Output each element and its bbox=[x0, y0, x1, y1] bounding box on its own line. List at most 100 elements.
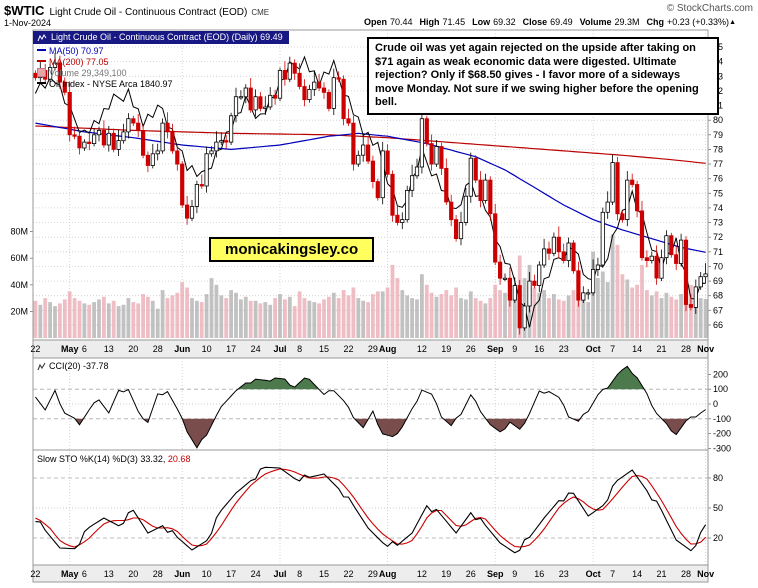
svg-text:66: 66 bbox=[713, 320, 723, 330]
volume-value: 29.3M bbox=[614, 17, 640, 27]
svg-text:22: 22 bbox=[343, 569, 353, 579]
cci-indicator-label: CCI(20) -37.78 bbox=[37, 361, 109, 371]
svg-text:67: 67 bbox=[713, 305, 723, 315]
high-value: 71.45 bbox=[442, 17, 466, 27]
sto-d-value: 20.68 bbox=[167, 454, 191, 464]
ma50-line bbox=[35, 122, 706, 253]
svg-text:73: 73 bbox=[713, 218, 723, 228]
svg-text:May: May bbox=[61, 344, 79, 354]
svg-text:24: 24 bbox=[251, 569, 261, 579]
close-label: Close bbox=[522, 17, 548, 27]
svg-text:60M: 60M bbox=[10, 253, 28, 263]
svg-text:28: 28 bbox=[153, 344, 163, 354]
svg-text:22: 22 bbox=[30, 569, 40, 579]
svg-text:7: 7 bbox=[610, 344, 615, 354]
volume-legend-label: Volume 29,349,100 bbox=[49, 68, 127, 78]
quote-date: 1-Nov-2024 bbox=[4, 18, 52, 28]
svg-text:16: 16 bbox=[534, 344, 544, 354]
svg-text:Nov: Nov bbox=[697, 569, 714, 579]
change-label: Chg bbox=[646, 17, 665, 27]
candlesticks bbox=[33, 53, 708, 335]
copyright-label: © StockCharts.com bbox=[666, 3, 753, 14]
legend-ma200: MA(200) 77.05 bbox=[37, 57, 109, 68]
cci-label-text: CCI(20) -37.78 bbox=[49, 361, 109, 371]
high-label: High bbox=[419, 17, 440, 27]
svg-text:80: 80 bbox=[713, 115, 723, 125]
svg-text:80M: 80M bbox=[10, 227, 28, 237]
quote-summary: Open 70.44 High 71.45 Low 69.32 Close 69.49 Volu… bbox=[364, 17, 736, 27]
svg-text:-100: -100 bbox=[713, 414, 731, 424]
svg-text:Aug: Aug bbox=[379, 569, 397, 579]
svg-text:77: 77 bbox=[713, 159, 723, 169]
analyst-annotation-box: Crude oil was yet again rejected on the … bbox=[367, 37, 719, 115]
svg-text:26: 26 bbox=[466, 344, 476, 354]
change-up-arrow-icon: ▲ bbox=[729, 19, 736, 26]
sto-k-value: 33.32, bbox=[140, 454, 166, 464]
svg-text:75: 75 bbox=[713, 188, 723, 198]
svg-text:24: 24 bbox=[251, 344, 261, 354]
svg-text:68: 68 bbox=[713, 291, 723, 301]
svg-text:Oct: Oct bbox=[586, 569, 601, 579]
svg-text:15: 15 bbox=[319, 569, 329, 579]
panel-border bbox=[32, 29, 709, 341]
svg-text:23: 23 bbox=[559, 344, 569, 354]
volume-axis: 20M 40M 60M 80M bbox=[10, 227, 33, 316]
svg-text:14: 14 bbox=[632, 344, 642, 354]
oil-index-label: Oil Index - NYSE Arca 1840.97 bbox=[49, 79, 173, 89]
exchange-label: CME bbox=[251, 8, 270, 17]
sto-indicator-label: Slow STO %K(14) %D(3) 33.32, 20.68 bbox=[37, 454, 190, 464]
svg-text:74: 74 bbox=[713, 203, 723, 213]
svg-text:Jun: Jun bbox=[174, 344, 190, 354]
svg-text:17: 17 bbox=[226, 569, 236, 579]
svg-text:200: 200 bbox=[713, 369, 728, 379]
svg-text:Jul: Jul bbox=[273, 344, 286, 354]
svg-text:Jul: Jul bbox=[273, 569, 286, 579]
svg-text:13: 13 bbox=[104, 569, 114, 579]
series-legend-label: Light Crude Oil - Continuous Contract (E… bbox=[51, 32, 283, 42]
svg-text:8: 8 bbox=[297, 344, 302, 354]
svg-text:50: 50 bbox=[713, 503, 723, 513]
svg-text:10: 10 bbox=[202, 344, 212, 354]
svg-text:8: 8 bbox=[297, 569, 302, 579]
ma200-line-swatch bbox=[37, 60, 46, 62]
ma200-line bbox=[35, 125, 706, 164]
svg-text:Jun: Jun bbox=[174, 569, 190, 579]
low-label: Low bbox=[472, 17, 491, 27]
date-axis-labels: 22 May 6 13 20 28 Jun 10 17 24 Jul 8 15 22 29 Aug 12 19 26… bbox=[30, 344, 714, 354]
svg-text:80: 80 bbox=[713, 473, 723, 483]
panel-border bbox=[32, 449, 709, 566]
svg-text:70: 70 bbox=[713, 261, 723, 271]
svg-text:15: 15 bbox=[319, 344, 329, 354]
svg-text:100: 100 bbox=[713, 384, 728, 394]
indicator-icon bbox=[37, 362, 46, 370]
open-value: 70.44 bbox=[390, 17, 413, 27]
svg-text:16: 16 bbox=[534, 569, 544, 579]
sto-label-text: Slow STO %K(14) %D(3) bbox=[37, 454, 138, 464]
chart-header: $WTIC Light Crude Oil - Continuous Contra… bbox=[4, 2, 269, 20]
svg-text:12: 12 bbox=[417, 569, 427, 579]
svg-text:6: 6 bbox=[82, 344, 87, 354]
low-value: 69.32 bbox=[493, 17, 516, 27]
open-label: Open bbox=[364, 17, 388, 27]
svg-text:20M: 20M bbox=[10, 306, 28, 316]
svg-text:7: 7 bbox=[610, 569, 615, 579]
close-value: 69.49 bbox=[550, 17, 573, 27]
date-axis-labels: 22 May 6 13 20 28 Jun 10 17 24 Jul 8 15 22 29 Aug 12 19 26… bbox=[30, 569, 714, 579]
watermark-badge: monicakingsley.co bbox=[209, 237, 375, 262]
ma200-label: MA(200) 77.05 bbox=[49, 57, 109, 67]
svg-text:28: 28 bbox=[681, 569, 691, 579]
svg-text:0: 0 bbox=[713, 399, 718, 409]
instrument-title: Light Crude Oil - Continuous Contract (E… bbox=[49, 7, 248, 18]
sto-panel: 80 50 20 bbox=[33, 466, 723, 554]
svg-text:Sep: Sep bbox=[487, 344, 504, 354]
svg-text:19: 19 bbox=[441, 344, 451, 354]
svg-text:29: 29 bbox=[368, 344, 378, 354]
svg-text:May: May bbox=[61, 569, 79, 579]
svg-text:22: 22 bbox=[30, 344, 40, 354]
svg-text:12: 12 bbox=[417, 344, 427, 354]
legend-oil-index: Oil Index - NYSE Arca 1840.97 bbox=[37, 79, 173, 90]
change-value: +0.23 (+0.33%) bbox=[667, 17, 730, 27]
volume-swatch-icon bbox=[37, 68, 46, 77]
